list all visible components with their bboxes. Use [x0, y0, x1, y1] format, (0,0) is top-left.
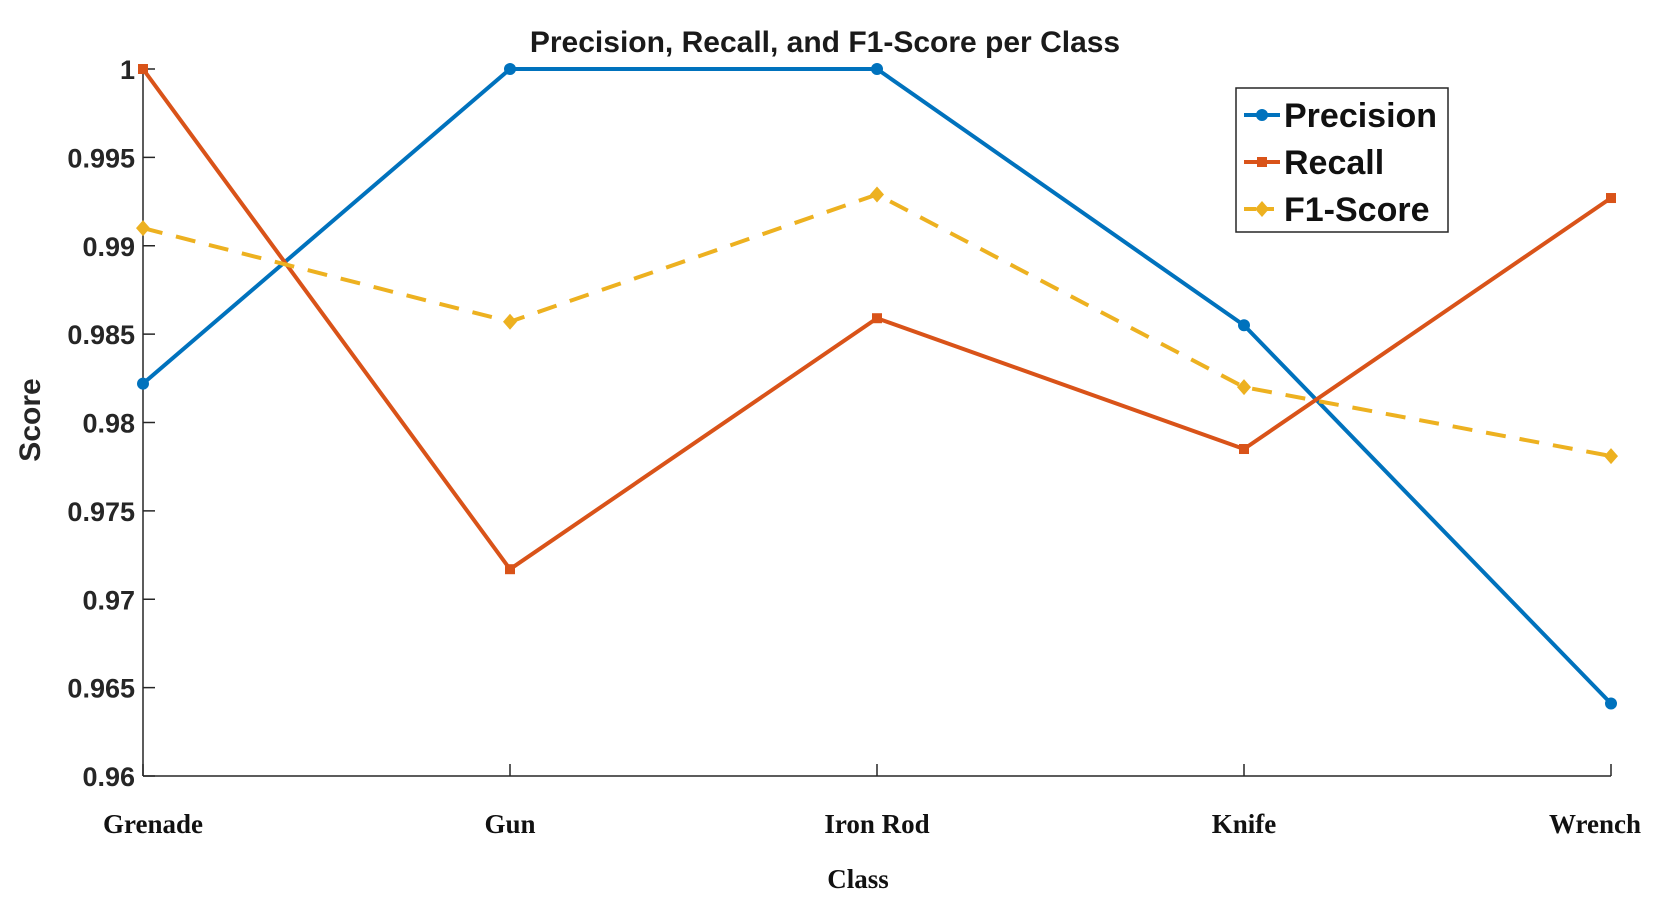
y-tick-label: 1 — [120, 55, 135, 85]
data-point-precision — [504, 63, 516, 75]
y-tick-label: 0.98 — [82, 409, 135, 439]
data-point-precision — [1605, 697, 1617, 710]
legend-label-f1-score: F1-Score — [1284, 191, 1430, 229]
data-point-precision — [137, 377, 149, 390]
legend: Precision Recall F1-Score — [1235, 87, 1449, 233]
data-point-recall — [505, 564, 515, 575]
data-point-precision — [871, 63, 883, 75]
y-tick-label: 0.975 — [67, 497, 135, 527]
legend-label-precision: Precision — [1284, 97, 1437, 135]
data-point-f1-score — [870, 186, 884, 203]
legend-marker-precision — [1256, 109, 1268, 121]
y-tick-label: 0.96 — [82, 762, 135, 792]
y-axis-ticks: 0.96 0.965 0.97 0.975 0.98 0.985 0.99 0.995 1 — [67, 55, 155, 792]
y-axis-label: Score — [14, 378, 47, 461]
data-point-precision — [1238, 319, 1250, 332]
x-tick-label: Iron Rod — [824, 809, 929, 839]
data-point-f1-score — [1604, 448, 1618, 465]
data-point-f1-score — [1237, 379, 1251, 396]
x-axis-label: Class — [827, 864, 889, 894]
data-point-f1-score — [503, 313, 517, 330]
x-tick-label: Grenade — [103, 809, 203, 839]
y-tick-label: 0.985 — [67, 320, 135, 350]
series-layer — [136, 63, 1618, 710]
series-precision — [137, 63, 1617, 710]
x-tick-label: Wrench — [1549, 809, 1641, 839]
y-tick-label: 0.995 — [67, 143, 135, 173]
x-axis-ticks: Grenade Gun Iron Rod Knife Wrench — [103, 764, 1641, 839]
series-f1-score — [136, 186, 1618, 465]
legend-label-recall: Recall — [1284, 144, 1384, 182]
y-tick-label: 0.965 — [67, 674, 135, 704]
data-point-recall — [1606, 193, 1616, 204]
x-tick-label: Gun — [484, 809, 535, 839]
data-point-recall — [872, 313, 882, 324]
y-tick-label: 0.99 — [82, 232, 135, 262]
y-tick-label: 0.97 — [82, 585, 135, 615]
legend-marker-f1-score — [1255, 201, 1269, 217]
chart-title: Precision, Recall, and F1-Score per Clas… — [530, 26, 1120, 59]
data-point-recall — [1239, 444, 1249, 455]
x-tick-label: Knife — [1212, 809, 1277, 839]
series-line-f1-score — [142, 192, 1612, 459]
data-point-f1-score — [136, 220, 150, 237]
series-recall — [138, 64, 1616, 575]
data-point-recall — [138, 64, 148, 74]
legend-marker-recall — [1257, 157, 1267, 167]
